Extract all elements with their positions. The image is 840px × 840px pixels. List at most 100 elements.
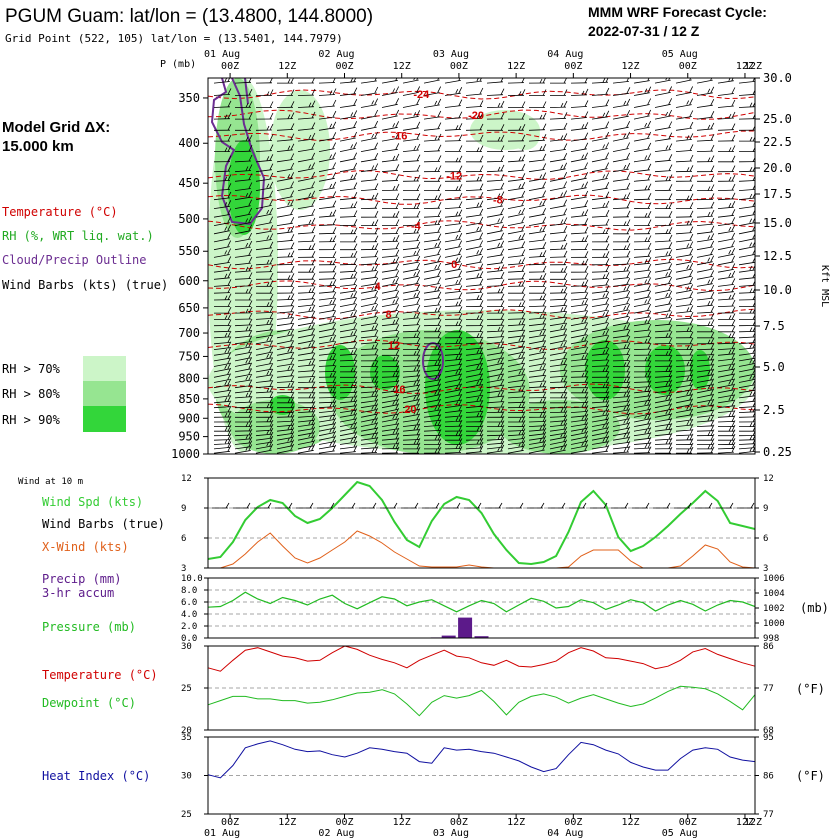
isotherm-label: -16 — [391, 131, 407, 143]
pressure-tick-label: 950 — [178, 430, 200, 444]
y-tick-label: 10.0 — [181, 574, 203, 584]
legend-rh: RH (%, WRT liq. wat.) — [2, 229, 154, 243]
rh-blob — [500, 400, 620, 454]
precip-grid — [208, 589, 755, 627]
isotherm-line — [208, 339, 755, 351]
time-tick-label: 12Z — [393, 817, 411, 828]
wind-ticks: 3 6 9 12 3 6 9 12 — [181, 474, 774, 574]
y-tick-label: 95 — [763, 733, 774, 743]
pressure-tick-label: 800 — [178, 371, 200, 385]
legend-dewpoint: Dewpoint (°C) — [42, 696, 136, 710]
legend-wind-speed: Wind Spd (kts) — [42, 495, 143, 509]
y-tick-label: 3 — [763, 564, 768, 574]
day-label: 02 Aug — [318, 828, 354, 839]
y-tick-label: 998 — [763, 634, 779, 644]
x-wind-line — [217, 530, 755, 568]
pressure-tick-label: 900 — [178, 411, 200, 425]
day-label: 01 Aug — [204, 49, 240, 60]
isotherm-label: 4 — [375, 281, 382, 293]
kft-tick-label: 22.5 — [763, 135, 792, 149]
y-tick-label: 25 — [181, 684, 192, 694]
day-label: 04 Aug — [547, 828, 583, 839]
kft-tick-label: 20.0 — [763, 161, 792, 175]
grid-point-subtitle: Grid Point (522, 105) lat/lon = (13.5401… — [5, 32, 343, 45]
time-tick-label: 12Z — [278, 817, 296, 828]
kft-tick-label: 15.0 — [763, 216, 792, 230]
wind-barb-layer — [213, 78, 755, 454]
y-tick-label: 77 — [763, 810, 774, 820]
time-tick-label: 00Z — [679, 61, 697, 72]
kft-tick-label: 2.5 — [763, 403, 785, 417]
y-tick-label: 77 — [763, 684, 774, 694]
rh-blob — [228, 140, 260, 235]
day-label: 02 Aug — [318, 49, 354, 60]
legend-wind: Wind Barbs (kts) (true) — [2, 278, 168, 292]
isotherm-line — [208, 220, 755, 231]
temperature-line — [207, 645, 756, 672]
isotherm-label: 16 — [393, 384, 405, 396]
time-tick-label: 12Z — [622, 61, 640, 72]
legend-x-wind: X-Wind (kts) — [42, 540, 129, 554]
isotherm-line — [208, 89, 755, 100]
time-tick-label: 12Z — [507, 61, 525, 72]
y-tick-label: 25 — [181, 810, 192, 820]
time-tick-label: 00Z — [450, 817, 468, 828]
day-label: 05 Aug — [662, 828, 698, 839]
rh-legend-swatch-80 — [83, 381, 126, 406]
rh-legend-swatch-90 — [83, 406, 126, 432]
isotherm-label: 12 — [388, 340, 400, 352]
heat-index-line — [207, 740, 756, 779]
y-tick-label: 1004 — [763, 589, 785, 599]
legend-precip-accum: 3-hr accum — [42, 586, 114, 600]
page-title: PGUM Guam: lat/lon = (13.4800, 144.8000) — [5, 6, 373, 27]
heat-index-series — [207, 740, 756, 779]
isotherm-line — [208, 130, 755, 141]
hi-ticks: 25 30 35 77 86 95 — [181, 733, 774, 820]
upper-panel-frame — [207, 77, 756, 455]
y-tick-label: 6 — [763, 534, 768, 544]
kft-tick-label: 0.25 — [763, 445, 792, 459]
isotherm-label: -20 — [468, 110, 484, 122]
y-tick-label: 86 — [763, 642, 774, 652]
y-tick-label: 68 — [763, 726, 774, 736]
y-tick-label: 30 — [181, 772, 192, 782]
day-label: 03 Aug — [433, 828, 469, 839]
pressure-tick-label: 400 — [178, 136, 200, 150]
legend-wind-barbs: Wind Barbs (true) — [42, 517, 165, 531]
pressure-series — [208, 591, 755, 613]
isotherm-line — [208, 258, 755, 270]
y-tick-label: 3 — [181, 564, 186, 574]
rh-blob — [270, 90, 330, 210]
grid-dx-label: Model Grid ΔX: — [2, 119, 110, 136]
pressure-tick-label: 550 — [178, 244, 200, 258]
rh-blob — [325, 345, 355, 400]
isotherm-label: -4 — [411, 221, 422, 233]
time-tick-label: 12Z — [622, 817, 640, 828]
pressure-tick-label: 700 — [178, 326, 200, 340]
isotherm-line — [208, 308, 755, 320]
time-tick-label: 00Z — [221, 817, 239, 828]
precip-bar — [458, 617, 473, 638]
time-tick-label: 00Z — [450, 61, 468, 72]
y-tick-label: 1002 — [763, 604, 785, 614]
pressure-tick-label: 500 — [178, 212, 200, 226]
time-tick-label: 00Z — [564, 817, 582, 828]
rh-legend-swatch-70 — [83, 356, 126, 381]
time-tick-label: 00Z — [679, 817, 697, 828]
day-label: 03 Aug — [433, 49, 469, 60]
surface-wind-barbs — [212, 502, 755, 509]
rh-blob — [230, 400, 320, 454]
precip-bar — [441, 635, 456, 638]
time-tick-label: 12Z — [736, 817, 754, 828]
legend-temp: Temperature (°C) — [42, 668, 158, 682]
time-tick-label: 12Z — [278, 61, 296, 72]
y-tick-label: 12 — [181, 474, 192, 484]
time-tick-label: 12Z — [736, 61, 754, 72]
rh-legend-80: RH > 80% — [2, 387, 61, 401]
legend-precip: Precip (mm) — [42, 572, 121, 586]
isotherm-label: -8 — [493, 194, 503, 206]
legend-pressure: Pressure (mb) — [42, 620, 136, 634]
rh-legend-90: RH > 90% — [2, 413, 61, 427]
y-tick-label: 9 — [763, 504, 768, 514]
wind-series — [208, 480, 755, 568]
